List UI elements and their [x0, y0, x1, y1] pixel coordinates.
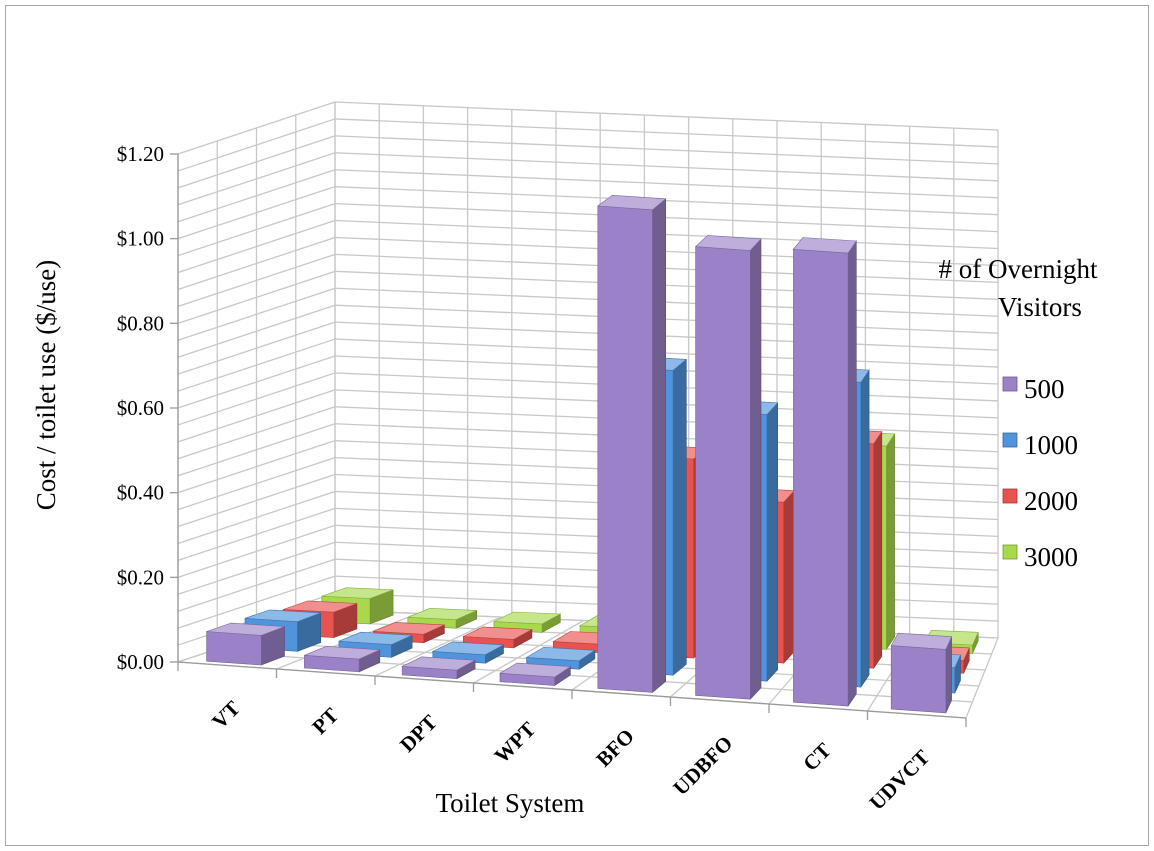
category-label: WPT	[489, 717, 540, 768]
y-tick-label: $0.20	[117, 565, 164, 589]
legend: # of Overnight Visitors 500 1000 2000 3000	[939, 254, 1098, 572]
legend-item: 500	[1002, 374, 1065, 404]
bar	[206, 622, 285, 666]
legend-items: 500 1000 2000 3000	[1002, 374, 1078, 572]
y-tick-label: $0.60	[117, 396, 164, 420]
bar	[525, 646, 596, 670]
legend-label: 500	[1024, 374, 1065, 404]
bar	[401, 656, 477, 680]
category-label: UDVCT	[865, 745, 935, 815]
category-label: DPT	[395, 710, 442, 757]
legend-item: 1000	[1002, 430, 1078, 460]
y-tick-labels: $0.00 $0.20 $0.40 $0.60 $0.80 $1.00 $1.20	[117, 142, 178, 674]
legend-title-line-1: # of Overnight	[939, 254, 1098, 284]
bar	[304, 645, 381, 673]
y-tick-label: $1.20	[117, 142, 164, 166]
category-label: VT	[207, 696, 245, 734]
legend-label: 2000	[1024, 486, 1078, 516]
category-label: BFO	[591, 724, 638, 771]
bar	[890, 632, 953, 714]
chart-frame	[5, 5, 1149, 846]
legend-label: 3000	[1024, 542, 1078, 572]
y-axis-title: Cost / toilet use ($/use)	[31, 260, 61, 510]
x-axis-title: Toilet System	[436, 788, 585, 818]
legend-item: 2000	[1002, 486, 1078, 516]
y-tick-label: $1.00	[117, 227, 164, 251]
bar	[499, 662, 572, 687]
legend-swatch	[1002, 544, 1018, 560]
legend-swatch	[1002, 488, 1018, 504]
y-tick-label: $0.40	[117, 481, 164, 505]
category-label: CT	[798, 738, 836, 776]
legend-item: 3000	[1002, 542, 1078, 572]
y-tick-label: $0.00	[117, 650, 164, 674]
bar	[694, 235, 762, 700]
legend-swatch	[1002, 432, 1018, 448]
bar	[596, 194, 667, 694]
legend-swatch	[1002, 376, 1018, 392]
bars	[206, 194, 979, 714]
category-label: PT	[307, 703, 343, 739]
legend-title-line-2: Visitors	[998, 292, 1082, 322]
bar	[792, 237, 857, 708]
y-tick-label: $0.80	[117, 311, 164, 335]
category-label: UDBFO	[668, 731, 737, 800]
legend-label: 1000	[1024, 430, 1078, 460]
